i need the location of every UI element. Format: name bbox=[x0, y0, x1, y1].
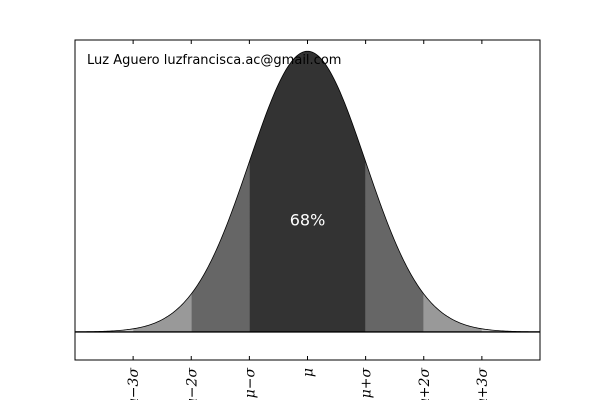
x-ticks: μ−3σ μ−2σ μ−σ μ μ+σ μ+2σ μ+3σ bbox=[126, 40, 491, 400]
center-percentage-label: 68% bbox=[290, 211, 326, 230]
curve-layer bbox=[75, 50, 540, 333]
x-tick-label-4: μ+σ bbox=[359, 368, 375, 399]
x-tick-label-1: μ−2σ bbox=[184, 368, 200, 400]
normal-curve-line bbox=[75, 50, 540, 333]
band-area-5 bbox=[75, 328, 134, 332]
band-area-0 bbox=[249, 51, 366, 332]
band-area-4 bbox=[423, 293, 482, 332]
x-tick-label-5: μ+2σ bbox=[417, 368, 433, 400]
band-area-6 bbox=[481, 328, 540, 332]
annotation-text: Luz Aguero luzfrancisca.ac@gmail.com bbox=[87, 53, 341, 68]
x-tick-label-6: μ+3σ bbox=[475, 368, 491, 400]
band-area-3 bbox=[133, 293, 192, 332]
x-tick-label-2: μ−σ bbox=[242, 368, 258, 399]
x-tick-label-3: μ bbox=[301, 368, 317, 377]
x-tick-label-0: μ−3σ bbox=[126, 368, 142, 400]
